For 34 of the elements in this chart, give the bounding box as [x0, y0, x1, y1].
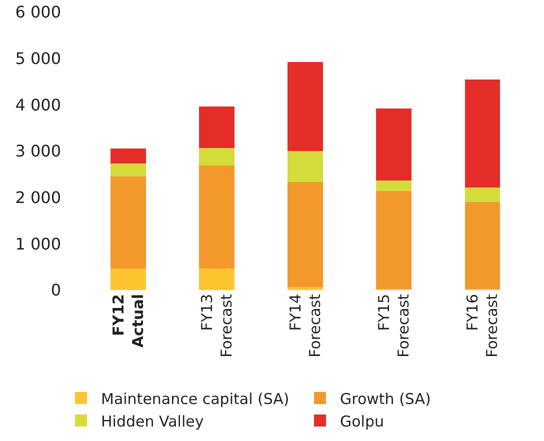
- y-tick-label: 6 000: [15, 2, 61, 22]
- x-tick-label: FY14 Forecast: [286, 294, 324, 358]
- bar: [376, 190, 412, 290]
- legend-label: Growth (SA): [340, 390, 431, 408]
- bar: [288, 62, 324, 151]
- bar: [199, 268, 235, 290]
- bar: [288, 182, 324, 287]
- legend-label: Hidden Valley: [101, 412, 204, 430]
- bar: [110, 148, 146, 164]
- x-tick-label: FY13 Forecast: [198, 294, 236, 358]
- bar: [110, 164, 146, 176]
- legend-label: Maintenance capital (SA): [101, 390, 290, 408]
- legend-label: Golpu: [340, 412, 384, 430]
- y-tick-label: 3 000: [15, 142, 61, 161]
- y-tick-label: 1 000: [15, 234, 61, 254]
- y-tick-label: 0: [50, 280, 61, 300]
- bar: [376, 180, 412, 191]
- bar: [110, 268, 146, 290]
- bar: [110, 176, 146, 269]
- bar: [288, 286, 324, 290]
- x-tick-label: FY16 Forecast: [464, 294, 502, 358]
- bar: [199, 106, 235, 148]
- y-tick-label: 2 000: [15, 188, 61, 207]
- x-tick-label: FY15 Forecast: [375, 294, 413, 358]
- bar: [288, 151, 324, 182]
- bar: [199, 148, 235, 166]
- y-tick-label: 4 000: [15, 95, 61, 114]
- y-tick-label: 5 000: [15, 48, 61, 68]
- bar: [199, 165, 235, 269]
- bar: [376, 108, 412, 181]
- bar: [464, 80, 500, 188]
- bar: [464, 202, 500, 290]
- x-tick-label: FY12 Actual: [110, 294, 148, 348]
- bar: [464, 188, 500, 202]
